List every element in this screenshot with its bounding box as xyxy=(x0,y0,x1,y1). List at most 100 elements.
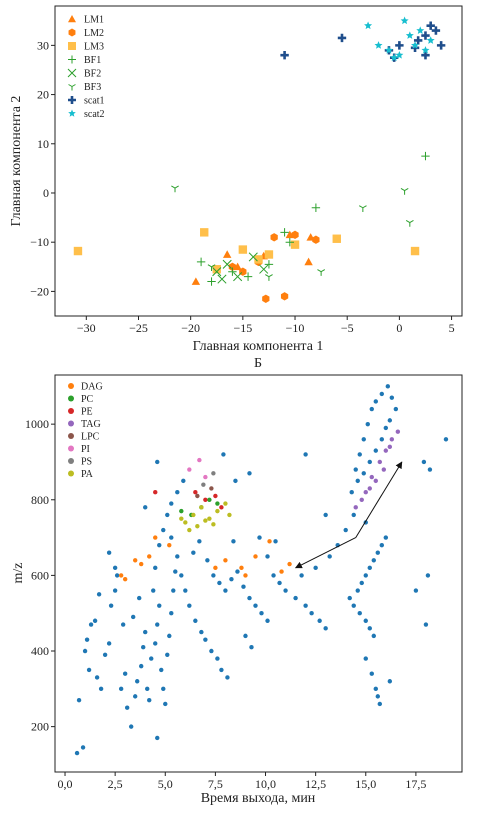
lipid-point xyxy=(167,633,172,639)
lipid-point xyxy=(223,588,228,593)
pca-point-scat2 xyxy=(364,21,373,30)
lipid-point-pa xyxy=(227,512,232,518)
legend-marker-tag xyxy=(68,420,74,427)
lipid-point xyxy=(347,595,352,601)
lipid-point xyxy=(379,437,385,442)
pca-point-scat2 xyxy=(400,16,409,25)
lipid-point-dag xyxy=(287,561,292,567)
lipid-point xyxy=(147,697,152,703)
pca-point-lm2 xyxy=(280,292,289,301)
lipid-point xyxy=(373,686,378,692)
panel-caption: Б xyxy=(254,356,262,371)
pca-x-axis-label: Главная компонента 1 xyxy=(193,339,324,354)
legend-marker-lpc xyxy=(68,433,74,439)
lipid-point xyxy=(169,611,174,616)
lipid-point-pa xyxy=(183,520,188,525)
lipid-point xyxy=(173,569,178,574)
pca-point-scat2 xyxy=(421,46,430,54)
pca-point-scat1 xyxy=(280,51,289,60)
pca-point-bf1 xyxy=(264,260,274,269)
lipid-point-pi xyxy=(203,474,208,480)
lipid-point-pa xyxy=(215,508,220,514)
lipid-point xyxy=(155,622,160,627)
y-tick-label: −10 xyxy=(30,235,49,249)
lipid-point-dag xyxy=(243,573,248,578)
legend-marker-bf3 xyxy=(68,84,76,91)
lipid-arrows xyxy=(294,461,403,569)
pca-point-lm3 xyxy=(73,246,83,256)
lipid-point xyxy=(317,618,322,623)
lipid-point xyxy=(153,641,158,646)
lipid-point-pe xyxy=(213,493,218,499)
lipid-point-tag xyxy=(395,429,401,434)
lipid-point xyxy=(265,554,270,559)
lipid-point xyxy=(82,648,88,654)
lipid-point xyxy=(94,675,100,680)
lipid-point xyxy=(257,535,262,540)
lipid-point-ps xyxy=(201,482,206,487)
legend-marker-pi xyxy=(68,445,74,452)
lipid-point xyxy=(327,554,332,559)
lipid-point xyxy=(361,471,366,476)
legend-marker-bf1 xyxy=(68,55,76,64)
lipid-point xyxy=(205,558,210,563)
lipid-point xyxy=(102,652,108,657)
pca-point-lm2 xyxy=(262,294,270,303)
lipid-point xyxy=(423,622,429,627)
lipid-point xyxy=(159,667,164,673)
pca-point-bf1 xyxy=(196,257,206,267)
pca-point-scat2 xyxy=(411,41,420,49)
lipid-point xyxy=(161,527,166,533)
pca-point-lm1 xyxy=(304,257,313,266)
legend-marker-scat1 xyxy=(68,96,76,104)
pca-point-scat1 xyxy=(436,41,446,50)
lipid-point-pi xyxy=(187,467,192,472)
lipid-point xyxy=(169,501,174,506)
lipid-point xyxy=(143,629,148,635)
pca-point-scat2 xyxy=(416,26,425,35)
pca-point-bf3 xyxy=(405,219,414,227)
lipid-point xyxy=(76,697,82,703)
lipid-point-tag xyxy=(353,505,358,510)
pca-point-lm3 xyxy=(200,228,209,237)
pca-point-scat1 xyxy=(337,33,347,43)
y-tick-label: 30 xyxy=(37,38,49,52)
legend-label-lm2: LM2 xyxy=(84,28,104,39)
lipid-point-lpc xyxy=(209,486,214,491)
lipid-point xyxy=(343,527,348,533)
pca-point-lm1 xyxy=(222,250,232,258)
pca-point-lm3 xyxy=(332,234,341,243)
pca-point-scat1 xyxy=(431,26,441,35)
legend-marker-pa xyxy=(68,470,74,477)
lipid-point-pa xyxy=(211,522,216,527)
pca-plot: −30 −25 −20 −15 −10 −5 0 5 −20 −10 0 10 20 30 LM1 LM2… xyxy=(9,5,463,371)
lipid-point xyxy=(203,637,208,642)
y-tick-label: 0 xyxy=(43,186,49,200)
pca-point-bf3 xyxy=(317,269,326,276)
lipid-point xyxy=(265,618,270,623)
lipid-point xyxy=(235,569,240,574)
legend-marker-pc xyxy=(68,395,74,402)
lipid-point xyxy=(225,675,230,680)
legend-label-lm3: LM3 xyxy=(84,42,104,53)
lipid-point xyxy=(169,535,174,540)
pca-point-bf3 xyxy=(400,187,409,195)
lipid-point xyxy=(247,595,252,601)
lipid-point xyxy=(357,452,362,457)
lipid-point xyxy=(313,565,318,571)
lipid-point-pc xyxy=(179,508,184,514)
y-tick-label: 800 xyxy=(31,493,49,507)
legend-marker-lm3 xyxy=(68,42,76,50)
lipid-point xyxy=(283,588,288,593)
lipid-point xyxy=(309,611,314,616)
lipid-point xyxy=(443,437,449,442)
pca-y-axis-label: Главная компонента 2 xyxy=(9,96,24,227)
legend-label-bf1: BF1 xyxy=(84,55,101,66)
pca-point-bf2 xyxy=(217,274,227,284)
x-tick-label: 5,0 xyxy=(158,777,173,791)
lipid-point xyxy=(124,705,130,710)
lipid-point-ps xyxy=(211,471,216,476)
lipid-point xyxy=(98,686,104,692)
pca-point-lm2 xyxy=(312,235,320,244)
lipid-point xyxy=(359,580,364,586)
